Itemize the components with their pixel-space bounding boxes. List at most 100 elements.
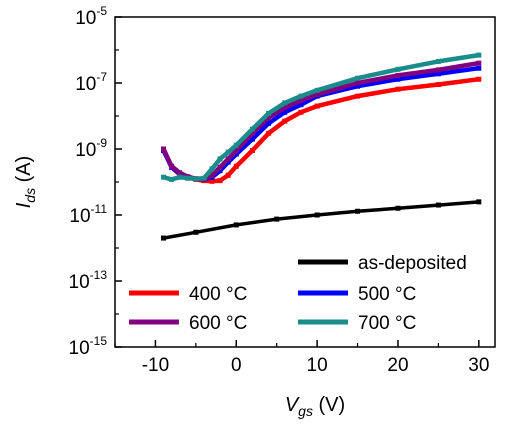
data-point [217,178,223,184]
data-point [209,178,215,184]
ticks-layer: -10 0 10 20 30 10-15 10-13 10-11 10-9 10-7 10-5 [69,4,490,376]
data-point [435,202,441,208]
y-tick-label: 10-5 [75,4,107,29]
x-tick-label: -10 [142,355,169,376]
plot-frame [114,16,496,348]
data-point [314,103,320,109]
y-tick-label: 10-11 [69,202,107,227]
y-tick-label: 10-15 [69,334,108,359]
y-tick-label: 10-13 [69,268,108,293]
data-point [193,176,199,182]
data-point [435,67,441,73]
data-point [169,163,175,169]
x-tick-label: 0 [231,355,242,376]
series-line [161,200,481,240]
data-point [314,212,320,218]
data-point [266,110,272,116]
series-line [161,60,482,182]
data-point [435,58,441,64]
data-point [233,151,239,157]
data-point [435,82,441,88]
data-point [185,175,191,181]
x-axis-title: Vgs (V) [285,394,345,419]
data-point [177,174,183,180]
data-point [298,97,304,103]
data-point [249,148,255,154]
data-point [266,120,272,126]
data-point [298,93,304,99]
data-point [249,126,255,132]
legend-item: as-deposited [298,253,467,274]
legend-label: 700 °C [358,313,416,334]
data-point [355,83,361,89]
data-point [355,75,361,81]
data-point [161,235,167,241]
data-point [282,118,288,124]
data-point [298,102,304,108]
data-point [249,136,255,142]
data-point [314,87,320,93]
data-point [282,109,288,115]
legend-label: 400 °C [189,284,247,305]
data-point [217,168,223,174]
legend-item: 700 °C [298,313,416,334]
data-point [225,172,231,178]
data-point [201,175,207,181]
data-point [355,80,361,86]
y-axis-title: Ids (A) [13,156,38,209]
data-point [233,163,239,169]
x-tick-label: 10 [307,355,328,376]
data-point [395,76,401,82]
legend-label: 600 °C [189,313,247,334]
data-point [282,105,288,111]
data-point [225,149,231,155]
series-600-c [161,60,482,182]
data-point [249,130,255,136]
legend-item: 500 °C [298,284,416,305]
data-point [209,172,215,178]
legend-label: as-deposited [358,253,467,274]
data-point [274,216,280,222]
data-point [476,60,482,66]
data-point [282,100,288,106]
data-point [233,222,239,228]
data-point [395,86,401,92]
data-point [233,148,239,154]
data-point [193,229,199,235]
data-point [161,146,167,152]
series-layer [161,52,482,241]
legend: as-deposited 400 °C 500 °C 600 °C 700 °C [129,253,467,334]
data-point [476,76,482,82]
data-point [298,109,304,115]
legend-item: 600 °C [129,313,247,334]
data-point [266,115,272,121]
x-tick-label: 30 [468,355,489,376]
data-point [355,93,361,99]
y-tick-label: 10-9 [75,136,107,161]
data-point [169,176,175,182]
series-as-deposited [161,199,482,241]
data-point [233,142,239,148]
legend-item: 400 °C [129,284,247,305]
data-point [217,164,223,170]
data-point [476,52,482,58]
data-point [225,156,231,162]
legend-label: 500 °C [358,284,416,305]
data-point [395,66,401,72]
data-point [217,156,223,162]
data-point [476,65,482,71]
y-tick-label: 10-7 [75,70,107,95]
data-point [314,91,320,97]
series-700-c [161,52,482,182]
data-point [395,205,401,211]
data-point [266,130,272,136]
data-point [209,166,215,172]
data-point [225,159,231,165]
data-point [395,72,401,78]
data-point [161,174,167,180]
data-point [476,199,482,205]
x-tick-label: 20 [387,355,408,376]
data-point [355,208,361,214]
data-point [435,71,441,77]
